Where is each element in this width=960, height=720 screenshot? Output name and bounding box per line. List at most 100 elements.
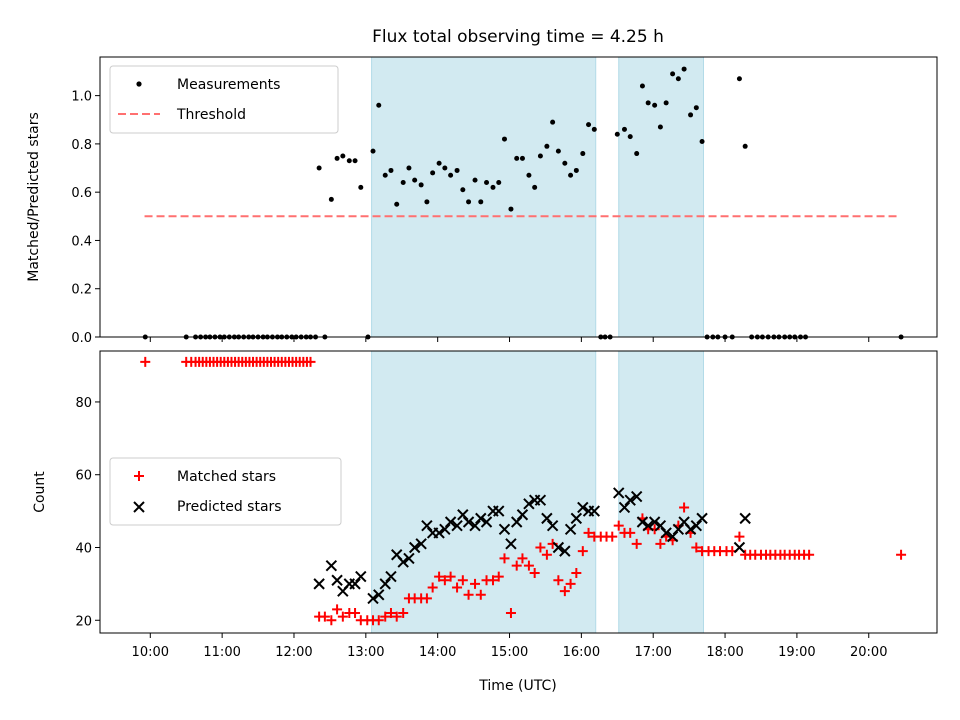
measurement-point bbox=[544, 143, 550, 149]
matched-point bbox=[655, 538, 666, 549]
y-tick-label: 0.0 bbox=[71, 331, 92, 346]
legend-predicted-marker bbox=[133, 501, 145, 513]
matched-point bbox=[493, 571, 504, 582]
bottom-legend-box bbox=[109, 457, 342, 526]
predicted-point bbox=[433, 527, 445, 539]
measurement-point bbox=[388, 167, 394, 173]
measurement-point bbox=[418, 182, 424, 188]
count-points bbox=[140, 356, 907, 626]
bottom-x-ticks: 10:00 11:00 12:00 13:00 14:00 15:00 16:00 17:00… bbox=[132, 633, 887, 660]
predicted-point bbox=[642, 519, 654, 532]
shaded-region bbox=[371, 56, 597, 338]
ratio-panel: 0.0 0.2 0.4 0.6 0.8 1.0 Matched/Predicted sta… bbox=[26, 56, 938, 346]
measurement-point bbox=[519, 155, 525, 161]
matched-point bbox=[140, 356, 151, 367]
measurement-point bbox=[663, 100, 669, 106]
predicted-point bbox=[666, 530, 679, 543]
measurement-point bbox=[370, 148, 376, 154]
measurement-point bbox=[406, 165, 412, 171]
y-tick-label: 1.0 bbox=[71, 90, 92, 105]
measurement-point bbox=[526, 172, 532, 178]
measurement-point bbox=[490, 184, 496, 190]
bottom-plot-frame bbox=[99, 350, 938, 634]
top-x-ticks bbox=[149, 337, 870, 342]
legend-matched-marker bbox=[134, 471, 144, 481]
predicted-point bbox=[493, 505, 505, 517]
matched-point bbox=[380, 611, 391, 622]
bottom-legend: Matched stars Predicted stars bbox=[109, 457, 342, 526]
y-tick-label: 40 bbox=[75, 541, 92, 556]
measurement-point bbox=[688, 112, 694, 118]
matched-point bbox=[583, 527, 594, 538]
measurement-point bbox=[532, 184, 538, 190]
measurement-point bbox=[334, 155, 340, 161]
measurement-point bbox=[514, 155, 520, 161]
measurement-point bbox=[550, 119, 556, 125]
predicted-point bbox=[349, 578, 361, 590]
matched-point bbox=[541, 549, 552, 560]
measurement-point bbox=[442, 165, 448, 171]
measurement-point bbox=[448, 172, 454, 178]
measurement-point bbox=[591, 126, 597, 132]
matched-point bbox=[523, 560, 534, 571]
predicted-point bbox=[541, 512, 553, 525]
matched-point bbox=[350, 607, 361, 618]
measurement-point bbox=[460, 187, 466, 193]
x-tick-label: 15:00 bbox=[491, 645, 528, 660]
measurement-point bbox=[742, 143, 748, 149]
matched-point bbox=[326, 615, 337, 626]
matched-point bbox=[896, 549, 907, 560]
predicted-point bbox=[523, 498, 535, 510]
measurement-point bbox=[454, 167, 460, 173]
measurement-point bbox=[376, 102, 382, 108]
predicted-point bbox=[415, 538, 427, 550]
x-tick-label: 20:00 bbox=[850, 645, 887, 660]
measurement-point bbox=[675, 76, 681, 82]
predicted-point bbox=[618, 501, 631, 514]
matched-point bbox=[373, 615, 384, 626]
top-y-axis-label: Matched/Predicted stars bbox=[26, 112, 42, 282]
predicted-point bbox=[462, 516, 475, 528]
predicted-point bbox=[505, 538, 517, 550]
predicted-point bbox=[510, 516, 523, 528]
x-tick-label: 12:00 bbox=[275, 645, 312, 660]
matched-point bbox=[463, 589, 474, 600]
matched-point bbox=[319, 611, 330, 622]
matched-point bbox=[734, 531, 745, 542]
matched-point bbox=[337, 611, 348, 622]
measurement-point bbox=[436, 160, 442, 166]
measurement-point bbox=[472, 177, 478, 183]
matched-point bbox=[470, 578, 481, 589]
measurement-point bbox=[621, 126, 627, 132]
top-plot-frame bbox=[99, 56, 938, 338]
measurement-point bbox=[573, 167, 579, 173]
predicted-point bbox=[546, 519, 559, 532]
measurement-point bbox=[657, 124, 663, 130]
measurement-point bbox=[466, 199, 472, 205]
legend-predicted-label: Predicted stars bbox=[177, 499, 282, 515]
measurement-point bbox=[340, 153, 346, 159]
predicted-point bbox=[421, 519, 433, 532]
matched-point bbox=[613, 520, 624, 531]
measurement-point bbox=[496, 180, 502, 186]
matched-point bbox=[691, 542, 702, 553]
top-legend-box bbox=[109, 65, 339, 134]
matched-point bbox=[398, 607, 409, 618]
predicted-point bbox=[516, 509, 529, 521]
measurement-point bbox=[562, 160, 568, 166]
x-tick-label: 13:00 bbox=[347, 645, 384, 660]
predicted-point bbox=[469, 519, 481, 532]
matched-point bbox=[553, 575, 564, 586]
matched-point bbox=[385, 607, 396, 618]
predicted-point bbox=[690, 519, 703, 532]
bottom-y-ticks: 20 40 60 80 bbox=[75, 396, 100, 629]
measurement-point bbox=[627, 134, 633, 140]
predicted-point bbox=[397, 556, 409, 568]
predicted-point bbox=[564, 523, 577, 536]
measurement-point bbox=[501, 136, 507, 142]
predicted-point bbox=[379, 578, 391, 590]
predicted-point bbox=[457, 509, 469, 521]
measurement-point bbox=[346, 158, 352, 164]
x-tick-label: 16:00 bbox=[563, 645, 600, 660]
top-shaded-regions bbox=[371, 56, 705, 338]
